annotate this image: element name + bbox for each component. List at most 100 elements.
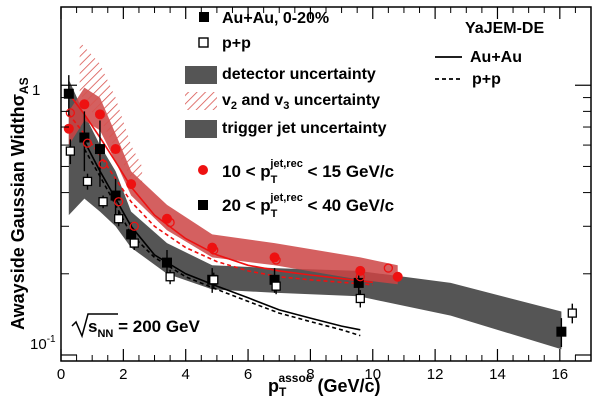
bin-marker-black [198,200,208,210]
band-grey [68,79,562,350]
data-points [63,75,577,348]
bin-label-red: 10 < pTjet,rec < 15 GeV/c [222,158,394,186]
energy-text: sNN = 200 GeV [88,317,200,340]
x-tick-label: 14 [489,366,506,383]
bin-red-sup: jet,rec [269,158,302,170]
x-tick-label: 0 [57,366,65,383]
data-point-square-open [209,275,219,285]
legend-marker-auau [199,12,209,22]
energy-label: sNN = 200 GeV [71,313,200,340]
bin-black-prefix: 20 < p [222,196,271,215]
data-point-circle-filled [63,123,74,134]
legend-marker-pp [198,37,209,48]
bin-labels: 10 < pTjet,rec < 15 GeV/c 20 < pTjet,rec… [198,158,394,220]
data-point-square-open [98,197,108,207]
y-axis-title-sub: AS [17,77,31,94]
y-tick-label-base: 10 [30,336,47,353]
data-point-circle-open [129,221,139,231]
data-point-square-open [165,272,175,282]
flow-sub-3: 3 [283,100,289,112]
data-point-circle-filled [162,213,172,224]
x-tick-label: 6 [244,366,252,383]
energy-sub: NN [97,328,113,340]
bin-red-suffix: < 15 GeV/c [303,162,394,181]
legend-right-auau: Au+Au [470,49,522,66]
data-point-square-filled [94,144,105,155]
data-point-square-filled [556,326,567,337]
data-point-circle-open [98,159,108,169]
data-point-circle-open [209,245,219,255]
bin-marker-red [198,165,208,175]
legend-swatch-detector [185,66,217,84]
data-point-square-filled [126,229,137,240]
data-point-circle-filled [392,271,403,282]
legend-right-title: YaJEM-DE [465,20,544,37]
x-tick-label: 8 [306,366,314,383]
data-point-circle-open [355,272,365,282]
data-point-square-open [65,146,76,156]
flow-rest: uncertainty [289,92,380,109]
y-axis-title: Awayside Gaussian WidthσAS [8,77,31,330]
x-tick-label: 12 [427,366,444,383]
x-tick-label: 16 [551,366,568,383]
y-axis-title-sym: σ [8,94,28,106]
x-axis-title-sub: T [279,385,287,399]
y-axis-title-main: Awayside Gaussian Width [8,106,28,330]
flow-v: v [222,92,231,109]
bin-label-black: 20 < pTjet,rec < 40 GeV/c [222,192,394,220]
data-point-circle-open [82,138,93,148]
legend-right-pp: p+p [472,71,501,88]
data-point-circle-open [271,255,281,265]
data-point-circle-open [65,108,76,118]
x-axis-ticks: 0 2 4 6 8 10 12 14 16 [57,7,576,383]
y-tick-label-exponent: -1 [47,334,56,345]
legend-label-trigger: trigger jet uncertainty [222,120,387,137]
flow-and: and v [237,92,283,109]
bin-black-suffix: < 40 GeV/c [303,196,394,215]
legend-swatch-trigger [185,120,217,138]
y-tick-label-0.1: 10-1 [30,334,56,353]
bin-red-sub: T [271,174,278,186]
data-point-square-filled [110,190,121,201]
energy-rest: = 200 GeV [113,317,200,336]
data-point-circle-filled [94,109,105,120]
data-point-circle-filled [269,252,280,263]
x-tick-label: 10 [364,366,381,383]
data-point-circle-open [383,263,394,273]
data-point-circle-filled [110,144,121,155]
band-hatch [79,41,143,185]
data-point-circle-open [165,217,175,228]
data-point-square-open [355,293,365,304]
data-point-square-filled [269,274,280,285]
data-point-circle-filled [79,99,90,110]
sqrt-sign [71,313,118,339]
data-point-square-open [129,238,139,248]
x-tick-label: 2 [119,366,127,383]
y-axis-ticks [61,84,591,356]
x-tick-label: 4 [182,366,190,383]
x-axis-title-main: p [268,376,279,396]
data-point-square-filled [79,132,90,143]
energy-s: s [88,317,97,336]
data-point-circle-filled [126,179,137,190]
x-axis-title-unit: (GeV/c) [312,376,380,396]
legend-label-detector: detector uncertainty [222,66,376,83]
data-point-square-filled [162,257,172,268]
y-tick-label-1: 1 [32,82,40,99]
data-point-square-open [271,281,281,291]
data-point-circle-filled [207,242,218,253]
data-point-square-filled [63,88,74,99]
data-point-square-open [82,176,93,187]
legend-left: Au+Au, 0-20% p+p detector uncertainty v2… [185,10,387,138]
bin-black-sup: jet,rec [269,192,302,204]
bin-red-prefix: 10 < p [222,162,271,181]
data-point-square-open [567,308,577,318]
x-axis-title-sup: assoc [278,371,312,385]
legend-swatch-flow [185,92,217,110]
data-point-circle-open [114,197,124,207]
bin-black-sub: T [271,208,278,220]
flow-sub-2: 2 [231,100,237,112]
legend-label-flow: v2 and v3 uncertainty [222,92,380,112]
legend-label-pp: p+p [222,35,251,52]
